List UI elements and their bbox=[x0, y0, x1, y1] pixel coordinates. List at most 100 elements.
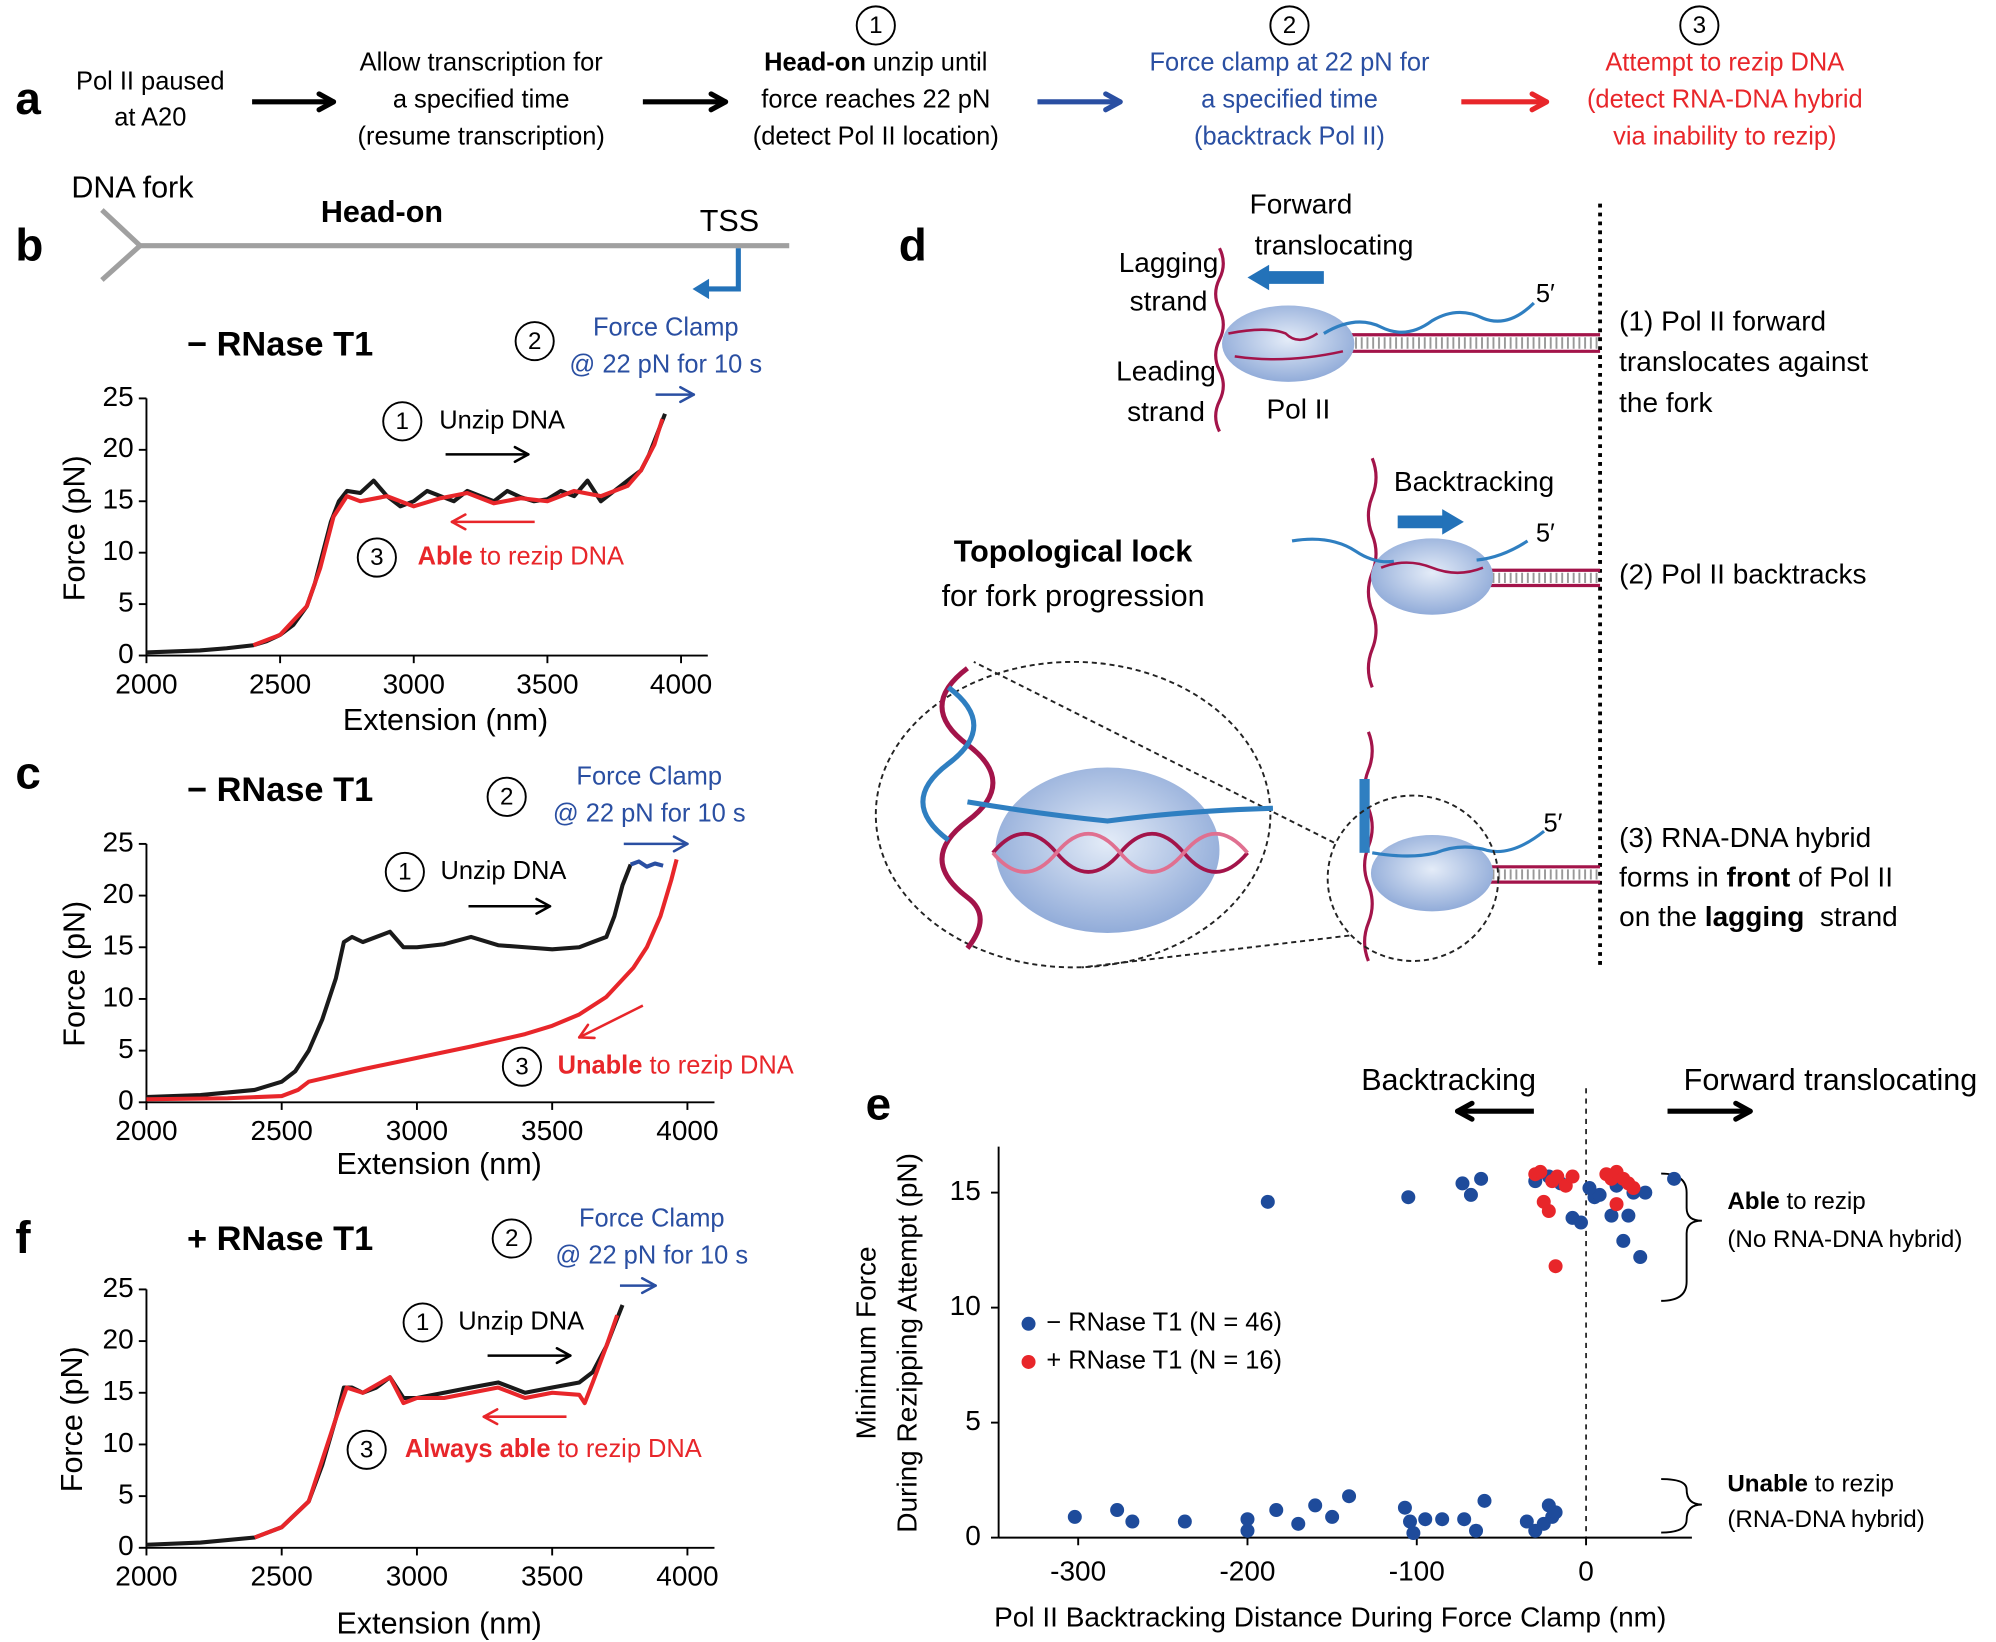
x-tick-label: 3500 bbox=[516, 668, 578, 699]
step-circle bbox=[855, 5, 896, 46]
y-tick-label: 15 bbox=[103, 484, 134, 515]
y-tick-label: 10 bbox=[103, 981, 134, 1012]
d-step: forms in front of Pol II bbox=[1619, 862, 1893, 893]
point bbox=[1609, 1197, 1624, 1212]
lock-text-bold: Topological lock bbox=[954, 535, 1194, 569]
point bbox=[1125, 1514, 1140, 1529]
trace bbox=[253, 1314, 620, 1540]
y-tick-label: 25 bbox=[103, 826, 134, 857]
point bbox=[1110, 1503, 1125, 1518]
group-label-run: to rezip bbox=[1780, 1188, 1866, 1215]
step-circle bbox=[501, 1046, 542, 1087]
point bbox=[1573, 1215, 1588, 1230]
y-tick-label: 25 bbox=[103, 1272, 134, 1303]
point bbox=[1401, 1190, 1416, 1205]
point bbox=[1418, 1512, 1433, 1527]
y-tick-label: 0 bbox=[118, 638, 134, 669]
step-text: Unzip DNA bbox=[439, 406, 565, 434]
y-tick-label: 20 bbox=[103, 878, 134, 909]
y-tick-label: 0 bbox=[118, 1085, 134, 1116]
d-backtracking: Backtracking bbox=[1394, 466, 1554, 497]
trace bbox=[146, 858, 679, 1102]
flow-text: Force clamp at 22 pN for bbox=[1150, 48, 1430, 76]
d-step-bold: front bbox=[1727, 862, 1791, 893]
d-step: (3) RNA-DNA hybrid bbox=[1619, 822, 1871, 853]
step-circle bbox=[346, 1429, 387, 1470]
d-forward: Forward bbox=[1250, 189, 1353, 220]
x-tick-label: 3000 bbox=[383, 668, 445, 699]
y-tick-label: 25 bbox=[103, 381, 134, 412]
arrow-head bbox=[672, 842, 689, 853]
step-circle bbox=[356, 537, 397, 578]
legend-marker bbox=[1021, 1354, 1036, 1369]
point bbox=[1616, 1233, 1631, 1248]
y-tick-label: 5 bbox=[118, 586, 134, 617]
direction-label: Backtracking bbox=[1361, 1063, 1536, 1097]
point bbox=[1269, 1503, 1284, 1518]
flow-text-run: a specified time bbox=[393, 85, 570, 113]
flow-text-run: unzip until bbox=[866, 48, 988, 76]
d-step-run: of Pol II bbox=[1790, 862, 1893, 893]
group-label-bold: Unable bbox=[1727, 1471, 1808, 1498]
flow-text: Head-on unzip until bbox=[764, 48, 987, 76]
chart-title: + RNase T1 bbox=[187, 1220, 373, 1258]
x-tick-label: -100 bbox=[1389, 1556, 1445, 1587]
point bbox=[1455, 1176, 1470, 1191]
trace bbox=[146, 413, 667, 655]
flow-text-run: (detect Pol II location) bbox=[753, 122, 999, 150]
direction-label: Forward translocating bbox=[1684, 1063, 1978, 1097]
point bbox=[1308, 1498, 1323, 1513]
arrow-head bbox=[679, 393, 696, 404]
flow-text: Allow transcription for bbox=[360, 48, 604, 76]
d-step: translocates against bbox=[1619, 346, 1868, 377]
d-step-run: (1) Pol II forward bbox=[1619, 306, 1826, 337]
arrow-head bbox=[577, 1023, 590, 1039]
point bbox=[1177, 1514, 1192, 1529]
step-text: @ 22 pN for 10 s bbox=[553, 799, 746, 827]
d-forward: translocating bbox=[1255, 229, 1414, 260]
x-tick-label: 2000 bbox=[115, 668, 177, 699]
group-label-run: to rezip bbox=[1808, 1471, 1894, 1498]
direction-label: Head-on bbox=[321, 195, 443, 229]
flow-text-run: (detect RNA-DNA hybrid bbox=[1587, 85, 1863, 113]
y-axis-label: Force (pN) bbox=[58, 901, 92, 1047]
point bbox=[1240, 1512, 1255, 1527]
step-text-run: Unzip DNA bbox=[458, 1307, 584, 1335]
point bbox=[1342, 1489, 1357, 1504]
y-tick-label: 0 bbox=[965, 1520, 981, 1551]
legend-label: − RNase T1 (N = 46) bbox=[1046, 1309, 1282, 1337]
step-number: 3 bbox=[1693, 12, 1706, 39]
lock-text: for fork progression bbox=[942, 579, 1205, 613]
x-tick-label: 2500 bbox=[251, 1561, 313, 1592]
x-tick-label: 2500 bbox=[251, 1115, 313, 1146]
d-step-run: (2) Pol II backtracks bbox=[1619, 559, 1866, 590]
point bbox=[1403, 1514, 1418, 1529]
step-text-run: @ 22 pN for 10 s bbox=[569, 350, 762, 378]
point bbox=[1633, 1250, 1648, 1265]
step-number: 1 bbox=[416, 1309, 429, 1336]
step-text-bold: Unable bbox=[558, 1051, 643, 1079]
point bbox=[1406, 1526, 1421, 1541]
point bbox=[1291, 1516, 1306, 1531]
flow-text: at A20 bbox=[114, 103, 186, 131]
arrow-head bbox=[640, 1277, 657, 1287]
group-label-run: (No RNA-DNA hybrid) bbox=[1727, 1226, 1962, 1253]
fork-label: DNA fork bbox=[71, 171, 194, 205]
x-tick-label: 4000 bbox=[656, 1115, 718, 1146]
arrow-head bbox=[513, 453, 530, 464]
y-tick-label: 15 bbox=[103, 1375, 134, 1406]
y-axis-label: Minimum Force bbox=[851, 1246, 882, 1439]
x-tick-label: 3500 bbox=[521, 1561, 583, 1592]
x-axis-label: Extension (nm) bbox=[343, 703, 548, 737]
point bbox=[1240, 1523, 1255, 1538]
group-label-run: (RNA-DNA hybrid) bbox=[1727, 1506, 1924, 1533]
point bbox=[1260, 1194, 1275, 1209]
step-text-run: to rezip DNA bbox=[642, 1051, 793, 1079]
chart-title: − RNase T1 bbox=[187, 771, 373, 809]
point bbox=[1477, 1493, 1492, 1508]
step-circle bbox=[486, 776, 527, 817]
point bbox=[1519, 1514, 1534, 1529]
d-lagging: strand bbox=[1130, 285, 1208, 316]
